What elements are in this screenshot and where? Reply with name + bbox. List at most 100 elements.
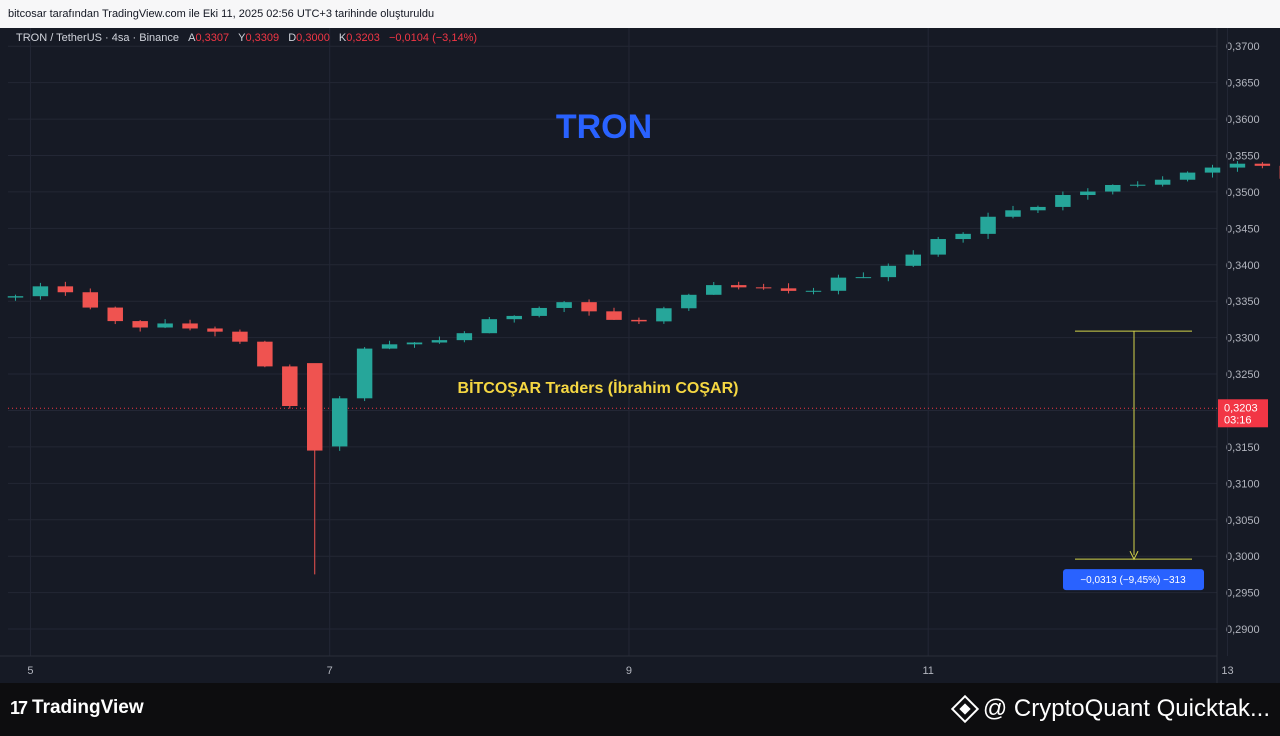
candle-body [381, 344, 398, 349]
high-label: Y [238, 32, 246, 44]
candle-body [681, 294, 697, 309]
symbol-label: TRON / TetherUS · 4sa · Binance [16, 32, 180, 44]
candle-body [905, 254, 921, 266]
y-tick-label: 0,3250 [1226, 369, 1260, 381]
candle-body [406, 342, 423, 345]
attribution-bar: bitcosar tarafından TradingView.com ile … [0, 0, 1280, 28]
candle-body [481, 319, 498, 334]
candle-body [331, 398, 348, 447]
candle-body [556, 302, 572, 308]
candle-body [1055, 195, 1071, 207]
candle-body [82, 292, 99, 308]
candle-body [232, 331, 248, 342]
y-tick-label: 0,3100 [1226, 478, 1260, 490]
measure-arrow-head [1129, 550, 1139, 561]
candle-body [830, 277, 847, 291]
chart-title: TRON [556, 108, 652, 146]
candle-body [1105, 184, 1121, 192]
candle-body [1080, 191, 1096, 196]
y-tick-label: 0,3150 [1226, 442, 1260, 454]
close-label: K [338, 32, 347, 44]
y-tick-label: 0,3400 [1226, 260, 1260, 272]
candle-body [1254, 163, 1271, 166]
candle-body [805, 290, 822, 292]
candle-body [57, 286, 74, 293]
attribution-text: bitcosar tarafından TradingView.com ile … [8, 8, 435, 20]
y-tick-label: 0,3450 [1226, 223, 1260, 235]
candle-body [1005, 210, 1021, 217]
candle-body [780, 288, 797, 291]
candle-body [606, 311, 622, 320]
candle-body [1179, 172, 1196, 180]
candlestick-chart[interactable]: 0,3700 0,3650 0,3600 0,3550 0,3500 0,3450 0,34… [0, 28, 1280, 683]
open-label: A [188, 32, 196, 44]
candle-body [1129, 184, 1146, 186]
countdown-label: 03:16 [1224, 414, 1252, 426]
candle-body [257, 341, 273, 367]
candle-body [930, 239, 946, 255]
candle-body [282, 366, 298, 407]
candle-body [7, 296, 24, 298]
y-tick-label: 0,3050 [1226, 515, 1260, 527]
candle-body [132, 321, 148, 328]
y-tick-label: 0,3350 [1226, 296, 1260, 308]
candle-body [431, 340, 448, 343]
y-tick-label: 0,3700 [1226, 41, 1260, 53]
tradingview-logo-icon: 17 [10, 697, 28, 718]
change-value: −0,0104 (−3,14%) [388, 32, 478, 44]
x-tick-label: 5 [27, 665, 33, 677]
x-tick-label: 11 [923, 665, 934, 677]
candle-body [1204, 167, 1221, 173]
binance-diamond-icon [950, 694, 980, 724]
candle-body [980, 216, 996, 234]
close-value: 0,3203 [346, 32, 380, 44]
ohlc-legend: TRON / TetherUS · 4sa · Binance A0,3307 … [16, 32, 477, 44]
y-tick-label: 0,3550 [1226, 150, 1260, 162]
candle-body [531, 307, 547, 316]
low-label: D [288, 32, 297, 44]
chart-frame[interactable]: 0,3700 0,3650 0,3600 0,3550 0,3500 0,3450 0,34… [0, 28, 1280, 683]
candle-body [1154, 179, 1171, 185]
tradingview-logo[interactable]: 17 TradingView [10, 697, 144, 719]
y-tick-label: 0,2950 [1226, 588, 1260, 600]
candle-body [631, 319, 647, 322]
candle-body [207, 328, 223, 332]
x-tick-label: 13 [1221, 665, 1233, 677]
candle-body [506, 315, 522, 320]
candle-body [755, 287, 772, 289]
measure-label: −0,0313 (−9,45%) −313 [1080, 575, 1186, 586]
y-tick-label: 0,3000 [1226, 551, 1260, 563]
candle-body [581, 302, 597, 312]
open-value: 0,3307 [195, 32, 230, 44]
x-tick-label: 7 [327, 665, 333, 677]
measure-label-bg [1063, 569, 1204, 591]
candle-body [307, 363, 323, 451]
candle-body [855, 277, 872, 279]
candle-body [456, 333, 473, 341]
candle-body [706, 285, 722, 295]
y-tick-label: 0,3600 [1226, 114, 1260, 126]
candle-body [656, 308, 672, 322]
candles-group [7, 161, 1280, 575]
x-tick-label: 9 [626, 665, 632, 677]
y-tick-label: 0,3650 [1226, 78, 1260, 90]
current-price-label: 0,3203 [1224, 402, 1258, 414]
candle-body [730, 285, 747, 288]
high-value: 0,3309 [245, 32, 280, 44]
candle-body [107, 307, 123, 322]
candle-body [1030, 206, 1046, 211]
chart-watermark: BİTCOŞAR Traders (İbrahim COŞAR) [458, 379, 739, 397]
candle-body [880, 265, 897, 278]
source-watermark: @ CryptoQuant Quicktak... [950, 694, 1270, 724]
candle-body [1229, 163, 1246, 168]
candle-body [157, 323, 173, 328]
footer-bar: 17 TradingView @ CryptoQuant Quicktak... [0, 683, 1280, 736]
candle-body [182, 323, 198, 329]
current-price-label-bg [1218, 399, 1268, 428]
y-tick-label: 0,2900 [1226, 624, 1260, 636]
y-tick-label: 0,3300 [1226, 333, 1260, 345]
candle-body [955, 233, 971, 240]
source-text: @ CryptoQuant Quicktak... [982, 695, 1270, 722]
candle-body [356, 348, 373, 399]
tradingview-logo-text: TradingView [32, 697, 144, 718]
